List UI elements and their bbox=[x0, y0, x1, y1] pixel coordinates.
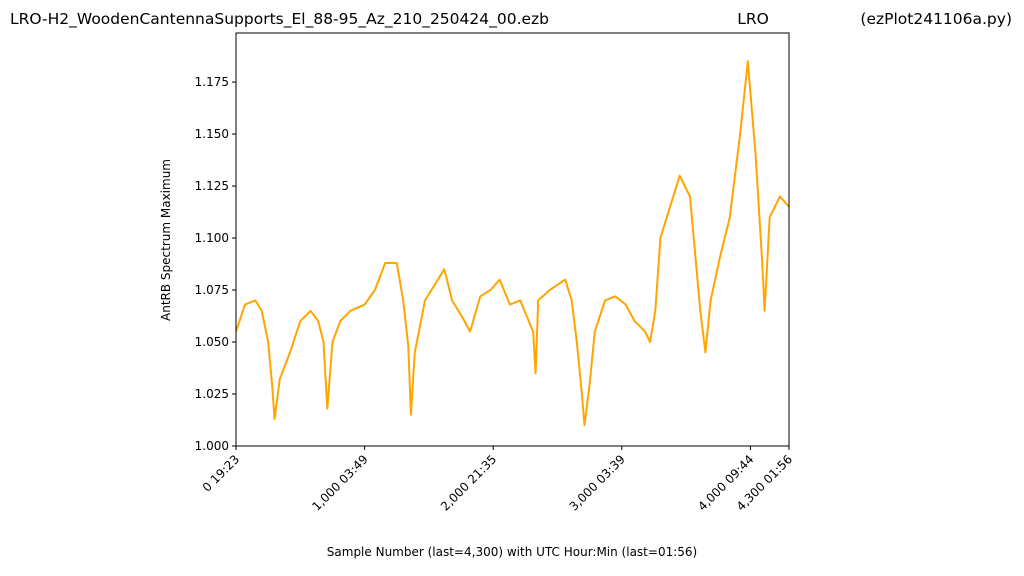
x-tick-label: 2,000 21:35 bbox=[438, 452, 499, 513]
x-axis-label: Sample Number (last=4,300) with UTC Hour… bbox=[327, 545, 697, 559]
data-line bbox=[235, 60, 790, 427]
y-tick-label: 1.125 bbox=[195, 179, 229, 193]
y-tick-label: 1.075 bbox=[195, 283, 229, 297]
chart-title: LRO bbox=[737, 10, 769, 28]
y-tick-label: 1.100 bbox=[195, 231, 229, 245]
y-tick-label: 1.175 bbox=[195, 75, 229, 89]
x-tick-label: 0 19:23 bbox=[200, 452, 242, 494]
y-tick-label: 1.050 bbox=[195, 335, 229, 349]
x-tick-label: 3,000 03:39 bbox=[567, 452, 628, 513]
chart-title: LRO-H2_WoodenCantennaSupports_El_88-95_A… bbox=[10, 10, 549, 29]
y-axis-label: AntRB Spectrum Maximum bbox=[159, 159, 173, 321]
x-tick-label: 1,000 03:49 bbox=[309, 452, 370, 513]
plot-frame bbox=[235, 32, 790, 447]
y-tick-label: 1.025 bbox=[195, 387, 229, 401]
y-tick-label: 1.150 bbox=[195, 127, 229, 141]
chart-title: (ezPlot241106a.py) bbox=[860, 10, 1012, 28]
y-tick-label: 1.000 bbox=[195, 439, 229, 453]
